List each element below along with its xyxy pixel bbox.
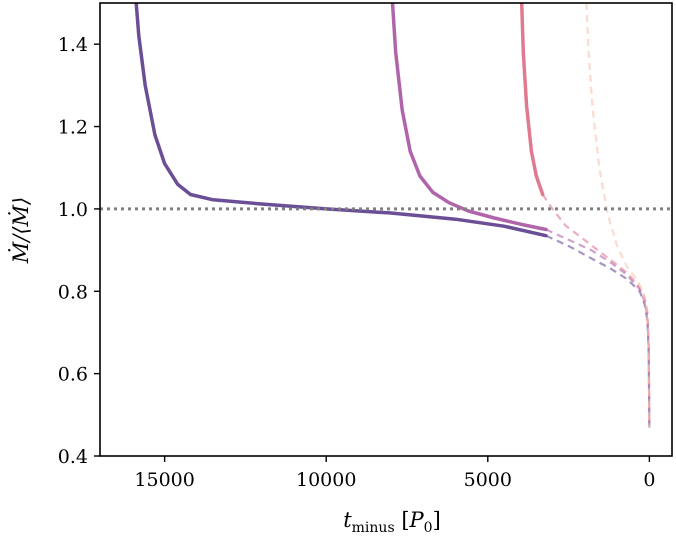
y-tick-label: 0.6 <box>58 364 88 386</box>
y-tick-label: 1.2 <box>58 117 88 139</box>
x-tick-label: 5000 <box>464 469 512 491</box>
y-tick-label: 0.8 <box>58 281 88 303</box>
series-3-solid-line <box>519 3 545 197</box>
x-tick-label: 10000 <box>296 469 356 491</box>
series-1-solid-line <box>134 3 548 238</box>
y-tick-label: 1.0 <box>58 199 88 221</box>
y-axis-label: Ṁ/⟨Ṁ⟩ <box>9 197 33 264</box>
series-2-dashed-line <box>545 228 651 428</box>
series-layer <box>134 3 651 430</box>
series-1-dashed-line <box>545 234 651 430</box>
series-2-solid-line <box>390 3 548 232</box>
ticks-layer: 15000 10000 5000 0 0.4 0.6 0.8 1.0 1.2 1.4 <box>58 34 656 491</box>
x-axis-label: tminus [P0] <box>343 508 441 536</box>
y-tick-label: 0.4 <box>58 446 88 468</box>
plot-frame <box>99 2 673 457</box>
y-tick-label: 1.4 <box>58 34 88 56</box>
series-4-dashed-line <box>585 3 651 428</box>
series-3-dashed-line <box>541 193 651 428</box>
x-tick-label: 0 <box>643 469 655 491</box>
x-tick-label: 15000 <box>134 469 194 491</box>
